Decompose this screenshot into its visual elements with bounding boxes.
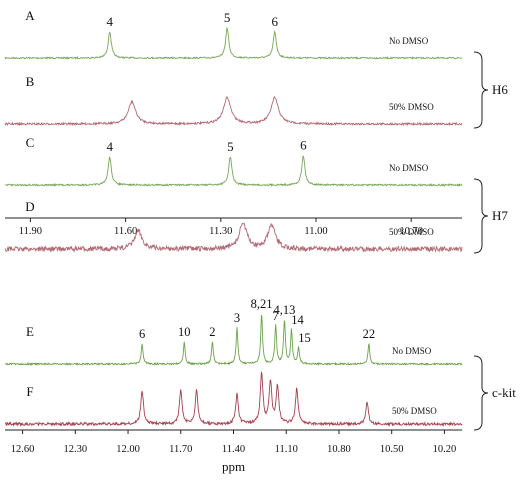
x-tick-label: 11.00 bbox=[304, 226, 327, 237]
panel-label-e: E bbox=[26, 324, 34, 339]
peak-label-6: 6 bbox=[300, 138, 307, 153]
group-bracket-c-kit bbox=[473, 355, 489, 431]
x-axis-label: ppm bbox=[222, 459, 245, 474]
peak-label-4: 4 bbox=[106, 14, 113, 29]
spectrum-trace-e bbox=[4, 314, 463, 367]
spectrum-trace-b bbox=[4, 95, 463, 127]
peak-label-6: 6 bbox=[139, 327, 145, 341]
peak-label-5: 5 bbox=[224, 10, 231, 25]
peak-label-6: 6 bbox=[272, 14, 279, 29]
peak-label-8-21: 8,21 bbox=[251, 297, 273, 311]
peak-label-2: 2 bbox=[209, 325, 215, 339]
peak-label-4-13: 4,13 bbox=[274, 303, 296, 317]
spectrum-trace-a bbox=[4, 27, 463, 60]
peak-label-4: 4 bbox=[106, 139, 113, 154]
x-tick-label: 10.80 bbox=[327, 444, 351, 455]
panel-label-b: B bbox=[26, 74, 35, 89]
peak-label-3: 3 bbox=[234, 311, 240, 325]
panel-label-d: D bbox=[25, 199, 34, 214]
spectrum-trace-f bbox=[4, 371, 463, 428]
bottom-spectra-panel: 12.60 12.30 12.00 11.70 11.40 11.10 10.80 10.50… bbox=[4, 297, 516, 474]
x-tick-label: 11.40 bbox=[222, 444, 245, 455]
group-bracket-h6 bbox=[473, 51, 489, 129]
top-spectra-panel: 11.90 11.60 11.30 11.00 10.70 A No DMSO 4 5 6 B 50%… bbox=[4, 8, 508, 254]
group-label-h6: H6 bbox=[492, 82, 508, 97]
peak-label-22: 22 bbox=[363, 327, 376, 341]
group-bracket-h7 bbox=[473, 178, 489, 254]
peak-label-5: 5 bbox=[227, 139, 234, 154]
x-tick-label: 11.90 bbox=[19, 226, 42, 237]
x-tick-label: 12.30 bbox=[63, 444, 87, 455]
x-tick-label: 11.60 bbox=[114, 226, 137, 237]
peak-label-10: 10 bbox=[178, 325, 191, 339]
condition-label-no-dmso: No DMSO bbox=[389, 36, 429, 46]
group-label-c-kit: c-kit bbox=[492, 385, 516, 400]
x-tick-label: 11.10 bbox=[275, 444, 298, 455]
spectrum-trace-d bbox=[4, 222, 463, 253]
panel-label-f: F bbox=[26, 384, 33, 399]
panel-label-c: C bbox=[26, 135, 35, 150]
condition-label-no-dmso: No DMSO bbox=[389, 163, 429, 173]
condition-label-50pct-dmso: 50% DMSO bbox=[392, 406, 437, 416]
x-tick-label: 10.50 bbox=[380, 444, 404, 455]
panel-label-a: A bbox=[25, 8, 35, 23]
peak-label-14: 14 bbox=[291, 313, 304, 327]
x-tick-label: 12.00 bbox=[116, 444, 140, 455]
condition-label-50pct-dmso: 50% DMSO bbox=[389, 227, 434, 237]
spectrum-trace-c bbox=[4, 155, 463, 187]
condition-label-50pct-dmso: 50% DMSO bbox=[389, 102, 434, 112]
x-tick-label: 10.20 bbox=[433, 444, 457, 455]
x-tick-label: 12.60 bbox=[11, 444, 35, 455]
peak-label-7: 7 bbox=[273, 309, 279, 323]
group-label-h7: H7 bbox=[492, 208, 508, 223]
x-tick-label: 11.70 bbox=[169, 444, 192, 455]
condition-label-no-dmso: No DMSO bbox=[392, 346, 432, 356]
peak-label-15: 15 bbox=[298, 331, 311, 345]
x-tick-label: 10.70 bbox=[399, 226, 423, 237]
x-tick-label: 11.30 bbox=[209, 226, 232, 237]
